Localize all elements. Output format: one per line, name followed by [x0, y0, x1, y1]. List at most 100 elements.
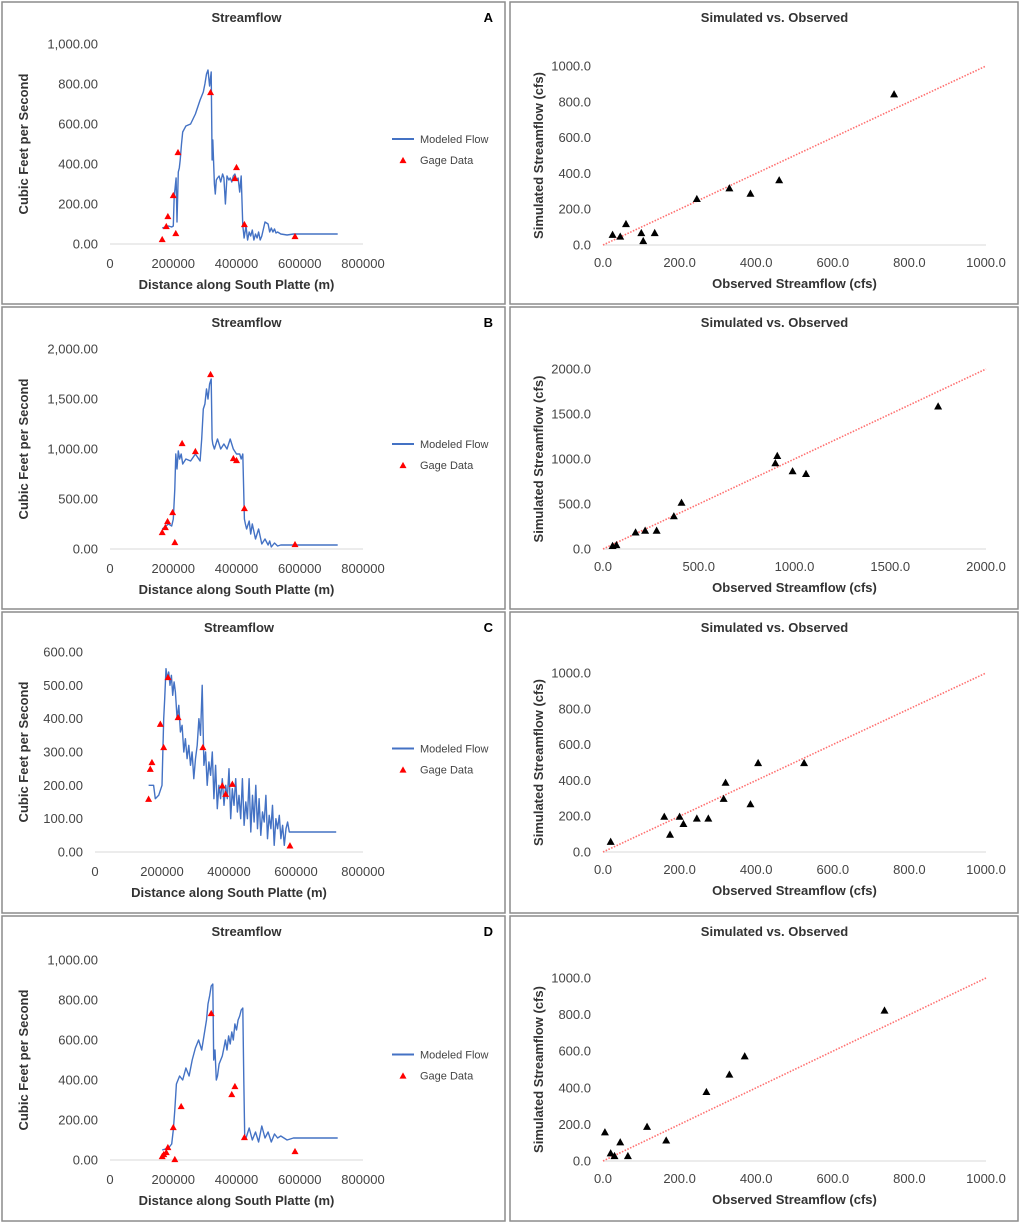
scatter-point: [775, 176, 784, 184]
x-tick-label: 0: [91, 864, 98, 879]
gage-data-point: [164, 673, 172, 681]
x-axis-label: Observed Streamflow (cfs): [712, 883, 877, 898]
y-tick-label: 2000.0: [551, 362, 591, 377]
x-tick-label: 600.0: [817, 862, 850, 877]
simulated-vs-observed-chart: Simulated vs. Observed 0.0 500.0 1000.0 1500…: [531, 315, 1006, 595]
x-tick-label: 2000.0: [966, 559, 1006, 574]
scatter-point: [679, 819, 688, 827]
y-tick-label: 600.00: [58, 1033, 98, 1048]
panel-frame: [1, 1, 506, 305]
legend-modeled-flow: Modeled Flow: [420, 744, 489, 756]
x-tick-label: 600000: [278, 256, 321, 271]
x-tick-label: 200000: [152, 1172, 195, 1187]
scatter-point: [746, 189, 755, 197]
x-tick-label: 400000: [207, 864, 250, 879]
chart-title: Simulated vs. Observed: [701, 924, 848, 939]
gage-data-point: [233, 456, 240, 464]
y-tick-label: 600.0: [558, 737, 591, 752]
y-tick-label: 400.00: [58, 1073, 98, 1088]
y-tick-label: 0.0: [573, 238, 591, 253]
x-tick-label: 400000: [215, 256, 258, 271]
scatter-point: [675, 812, 684, 820]
scatter-point: [606, 837, 615, 845]
x-tick-label: 800000: [341, 561, 384, 576]
y-tick-label: 1000.0: [551, 971, 591, 986]
gage-data-point: [228, 1090, 236, 1098]
scatter-point: [612, 540, 621, 549]
legend-modeled-flow: Modeled Flow: [420, 134, 489, 146]
x-tick-label: 600000: [274, 864, 317, 879]
y-tick-label: 0.0: [573, 1154, 591, 1169]
scatter-point: [623, 1151, 632, 1160]
scatter-point: [801, 469, 810, 477]
gage-data-point: [158, 235, 166, 243]
y-tick-label: 0.00: [73, 1153, 98, 1168]
y-tick-label: 200.0: [558, 1117, 591, 1132]
x-tick-label: 800.0: [893, 862, 926, 877]
scatter-point: [934, 402, 943, 410]
simulated-vs-observed-chart: Simulated vs. Observed 0.0 200.0 400.0 600.0…: [531, 924, 1006, 1207]
gage-data-point: [291, 1147, 299, 1155]
x-tick-label: 800.0: [893, 255, 926, 270]
gage-data-point: [291, 232, 299, 240]
legend-modeled-flow: Modeled Flow: [420, 439, 489, 451]
panel-label: A: [484, 10, 494, 25]
scatter-point: [660, 812, 669, 820]
scatter-point: [800, 758, 809, 767]
scatter-point: [662, 1136, 671, 1144]
scatter-point: [677, 498, 686, 506]
modeled-flow-line: [148, 668, 337, 846]
legend-triangle-swatch: [399, 1072, 407, 1079]
gage-data-point: [207, 370, 215, 378]
gage-data-point: [231, 1082, 239, 1090]
x-tick-label: 600.0: [817, 255, 850, 270]
gage-data-point: [177, 1102, 185, 1110]
legend-triangle-swatch: [399, 766, 407, 773]
scatter-point: [788, 467, 797, 475]
y-tick-label: 300.00: [43, 745, 83, 760]
y-tick-label: 400.0: [558, 1080, 591, 1095]
y-tick-label: 200.00: [43, 778, 83, 793]
gage-data-point: [240, 504, 248, 512]
x-axis-label: Observed Streamflow (cfs): [712, 276, 877, 291]
scatter-point: [641, 526, 650, 534]
streamflow-line-chart: Streamflow 0.00 200.00 400.00 600.00 800.00 1,…: [16, 10, 494, 292]
panel-frame: [509, 1, 1019, 305]
scatter-point: [719, 794, 728, 802]
y-axis-label: Simulated Streamflow (cfs): [531, 72, 546, 239]
y-tick-label: 1000.0: [551, 59, 591, 74]
scatter-point: [704, 814, 713, 822]
panel-frame: [509, 611, 1019, 914]
scatter-point: [652, 526, 661, 534]
x-tick-label: 800000: [341, 1172, 384, 1187]
y-tick-label: 400.0: [558, 773, 591, 788]
y-axis-label: Simulated Streamflow (cfs): [531, 679, 546, 846]
x-tick-label: 1500.0: [870, 559, 910, 574]
x-tick-label: 400000: [215, 561, 258, 576]
panel-frame: [509, 306, 1019, 610]
gage-data-point: [169, 508, 177, 516]
scatter-point: [740, 1052, 749, 1060]
x-tick-label: 0.0: [594, 559, 612, 574]
x-tick-label: 0: [106, 1172, 113, 1187]
x-tick-label: 1000.0: [775, 559, 815, 574]
gage-data-point: [156, 720, 164, 727]
x-tick-label: 0.0: [594, 862, 612, 877]
y-tick-label: 800.0: [558, 94, 591, 109]
scatter-point: [702, 1087, 711, 1096]
scatter-point: [692, 814, 701, 822]
x-tick-label: 200.0: [663, 255, 696, 270]
y-tick-label: 500.0: [558, 497, 591, 512]
x-tick-label: 600000: [278, 1172, 321, 1187]
y-tick-label: 2,000.00: [47, 342, 98, 357]
gage-data-point: [207, 1009, 215, 1017]
one-to-one-reference-line: [602, 65, 987, 246]
x-tick-label: 0: [106, 561, 113, 576]
streamflow-line-chart: Streamflow 0.00 100.00 200.00 300.00 400.00 50…: [16, 620, 494, 900]
legend-modeled-flow: Modeled Flow: [420, 1050, 489, 1062]
scatter-point: [643, 1122, 652, 1130]
panel-label: B: [484, 315, 493, 330]
panel-label: D: [484, 924, 493, 939]
chart-title: Simulated vs. Observed: [701, 10, 848, 25]
x-tick-label: 0.0: [594, 255, 612, 270]
